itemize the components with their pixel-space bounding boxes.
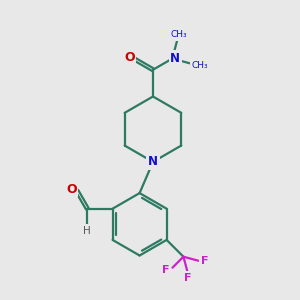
Text: F: F	[184, 273, 191, 283]
Text: F: F	[201, 256, 209, 266]
Text: H: H	[83, 226, 91, 236]
Text: N: N	[170, 52, 180, 64]
Text: CH₃: CH₃	[192, 61, 208, 70]
Text: CH₃: CH₃	[170, 30, 187, 39]
Text: O: O	[66, 183, 77, 196]
Text: N: N	[148, 155, 158, 168]
Text: O: O	[124, 51, 134, 64]
Text: F: F	[162, 265, 170, 275]
